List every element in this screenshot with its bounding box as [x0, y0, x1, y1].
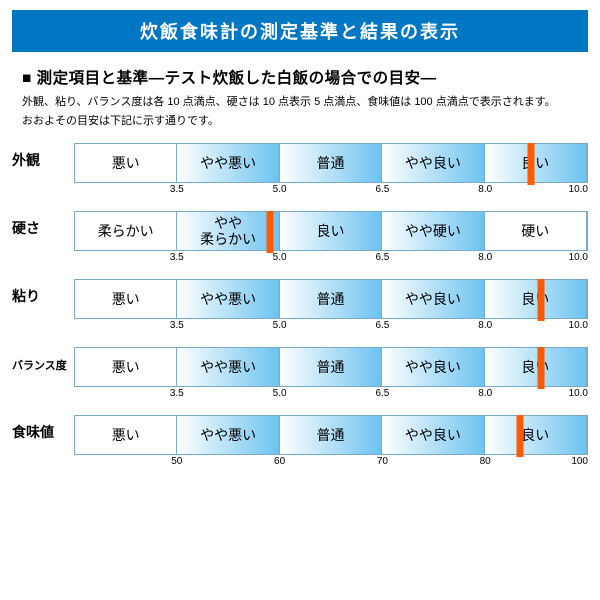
tick: 5.0 [273, 388, 287, 399]
scale-segment: 悪い [75, 348, 177, 386]
tick: 6.5 [375, 320, 389, 331]
result-marker [517, 415, 524, 457]
scale-segment: 普通 [280, 144, 382, 182]
tick: 100 [571, 456, 588, 467]
scale-segment: やや柔らかい [177, 212, 279, 250]
bar-wrap: 悪いやや悪い普通やや良い良い3.55.06.58.010.0 [74, 143, 588, 197]
scale-row: バランス度悪いやや悪い普通やや良い良い3.55.06.58.010.0 [12, 347, 588, 401]
row-label: 硬さ [12, 211, 74, 235]
tick-labels: 3.5 5.0 6.5 8.0 10.0 [74, 387, 588, 401]
result-marker [537, 347, 544, 389]
tick: 3.5 [170, 252, 184, 263]
tick: 60 [274, 456, 285, 467]
tick-labels: 50 60 70 80 100 [74, 455, 588, 469]
result-marker [527, 143, 534, 185]
scale-bar: 悪いやや悪い普通やや良い良い [74, 279, 588, 319]
bar-wrap: 悪いやや悪い普通やや良い良い3.55.06.58.010.0 [74, 279, 588, 333]
tick: 10.0 [569, 252, 588, 263]
tick: 8.0 [478, 320, 492, 331]
rows-container: 外観悪いやや悪い普通やや良い良い3.55.06.58.010.0硬さ柔らかいやや… [12, 143, 588, 469]
row-label: バランス度 [12, 347, 74, 372]
tick-labels: 3.5 5.0 6.5 8.0 10.0 [74, 183, 588, 197]
scale-segment: やや硬い [382, 212, 484, 250]
scale-segment: 柔らかい [75, 212, 177, 250]
tick: 5.0 [273, 252, 287, 263]
scale-segment: 硬い [485, 212, 587, 250]
result-marker [537, 279, 544, 321]
scale-bar: 悪いやや悪い普通やや良い良い [74, 347, 588, 387]
tick-labels: 3.5 5.0 6.5 8.0 10.0 [74, 319, 588, 333]
scale-row: 硬さ柔らかいやや柔らかい良いやや硬い硬い3.55.06.58.010.0 [12, 211, 588, 265]
scale-bar: 悪いやや悪い普通やや良い良い [74, 143, 588, 183]
title-bar: 炊飯食味計の測定基準と結果の表示 [12, 10, 588, 52]
scale-segment: 良い [485, 144, 587, 182]
scale-segment: 普通 [280, 348, 382, 386]
scale-segment: 悪い [75, 416, 177, 454]
desc-line-1: 外観、粘り、バランス度は各 10 点満点、硬さは 10 点表示 5 点満点、食味… [22, 94, 588, 111]
scale-segment: 悪い [75, 280, 177, 318]
scale-segment: 良い [485, 416, 587, 454]
tick: 3.5 [170, 320, 184, 331]
tick: 8.0 [478, 388, 492, 399]
scale-segment: やや良い [382, 280, 484, 318]
tick: 8.0 [478, 252, 492, 263]
scale-bar: 悪いやや悪い普通やや良い良い [74, 415, 588, 455]
tick: 6.5 [375, 184, 389, 195]
scale-segment: やや悪い [177, 416, 279, 454]
tick: 6.5 [375, 388, 389, 399]
scale-segment: やや悪い [177, 144, 279, 182]
scale-segment: 普通 [280, 280, 382, 318]
scale-segment: やや良い [382, 416, 484, 454]
scale-row: 外観悪いやや悪い普通やや良い良い3.55.06.58.010.0 [12, 143, 588, 197]
scale-segment: 良い [280, 212, 382, 250]
tick: 10.0 [569, 388, 588, 399]
subtitle: ■ 測定項目と基準―テスト炊飯した白飯の場合での目安― [22, 66, 588, 88]
result-marker [266, 211, 273, 253]
bar-wrap: 悪いやや悪い普通やや良い良い50607080100 [74, 415, 588, 469]
tick: 50 [171, 456, 182, 467]
tick: 5.0 [273, 320, 287, 331]
tick: 3.5 [170, 388, 184, 399]
tick: 80 [480, 456, 491, 467]
scale-segment: 悪い [75, 144, 177, 182]
scale-segment: 普通 [280, 416, 382, 454]
scale-segment: やや良い [382, 144, 484, 182]
tick-labels: 3.5 5.0 6.5 8.0 10.0 [74, 251, 588, 265]
scale-segment: やや悪い [177, 280, 279, 318]
desc-line-2: おおよその目安は下記に示す通りです。 [22, 113, 588, 130]
tick: 3.5 [170, 184, 184, 195]
tick: 70 [377, 456, 388, 467]
tick: 10.0 [569, 320, 588, 331]
bar-wrap: 悪いやや悪い普通やや良い良い3.55.06.58.010.0 [74, 347, 588, 401]
tick: 5.0 [273, 184, 287, 195]
tick: 10.0 [569, 184, 588, 195]
tick: 6.5 [375, 252, 389, 263]
tick: 8.0 [478, 184, 492, 195]
scale-segment: 良い [485, 280, 587, 318]
bar-wrap: 柔らかいやや柔らかい良いやや硬い硬い3.55.06.58.010.0 [74, 211, 588, 265]
row-label: 食味値 [12, 415, 74, 439]
row-label: 外観 [12, 143, 74, 167]
scale-segment: 良い [485, 348, 587, 386]
scale-bar: 柔らかいやや柔らかい良いやや硬い硬い [74, 211, 588, 251]
scale-segment: やや悪い [177, 348, 279, 386]
scale-segment: やや良い [382, 348, 484, 386]
scale-row: 粘り悪いやや悪い普通やや良い良い3.55.06.58.010.0 [12, 279, 588, 333]
row-label: 粘り [12, 279, 74, 303]
scale-row: 食味値悪いやや悪い普通やや良い良い50607080100 [12, 415, 588, 469]
